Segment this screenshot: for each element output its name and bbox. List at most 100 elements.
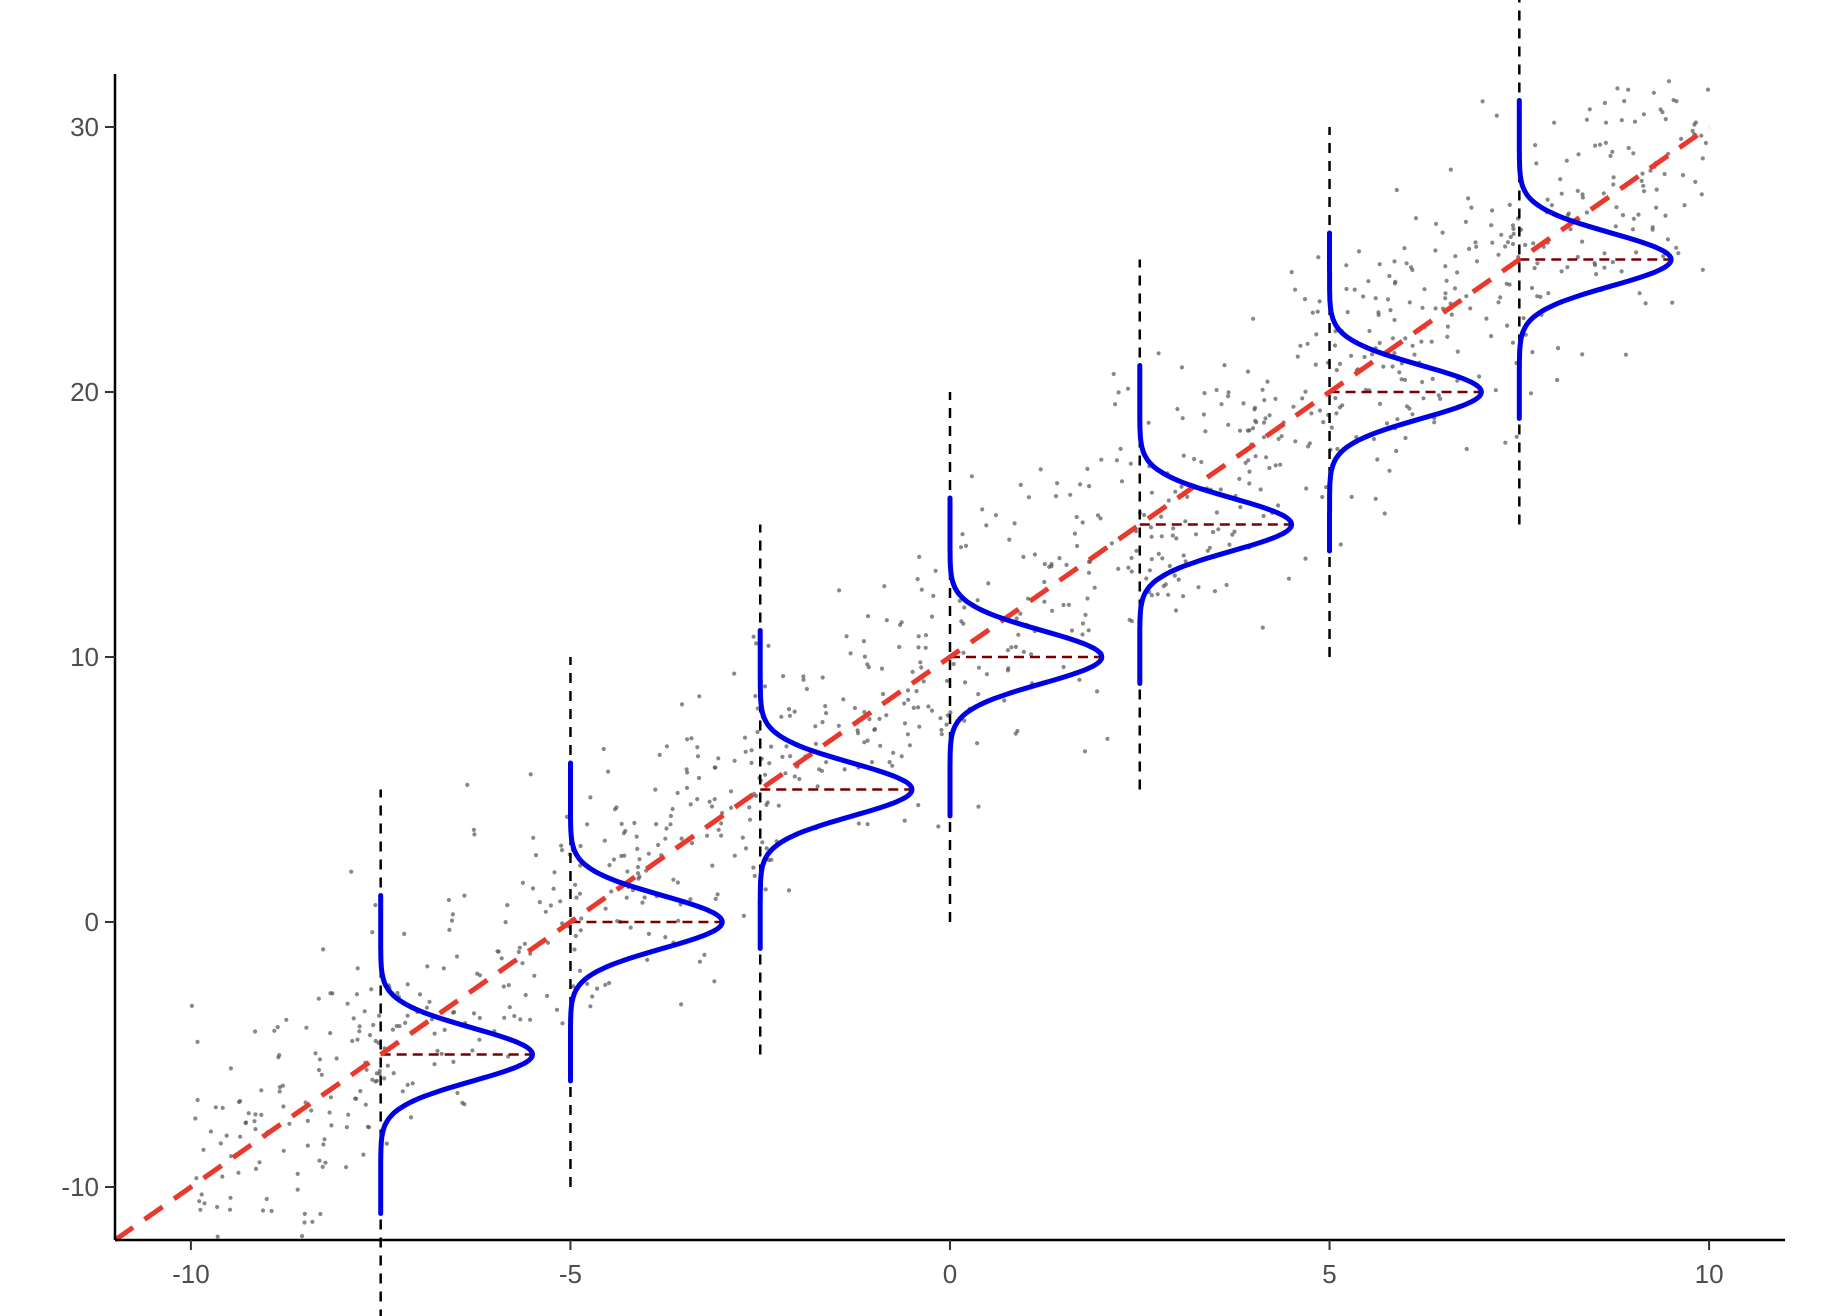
scatter-point [1095,513,1101,518]
scatter-point [779,714,784,719]
x-tick-label: -10 [172,1259,210,1289]
scatter-point [1316,255,1321,260]
scatter-point [369,987,374,992]
scatter-point [865,822,870,827]
scatter-point [1098,516,1103,521]
scatter-point [1377,262,1382,267]
scatter-point [607,863,612,868]
scatter-point [1083,612,1088,618]
scatter-point [1412,352,1417,357]
scatter-point [1321,420,1326,425]
scatter-point [313,1051,318,1056]
scatter-point [516,949,521,955]
x-ticks: -10 -5 0 5 10 [172,1240,1724,1289]
scatter-point [1237,476,1242,481]
scatter-point [202,1201,207,1206]
scatter-point [1484,316,1489,321]
scatter-point [1545,197,1550,202]
scatter-point [1179,365,1184,370]
scatter-point [1642,189,1647,194]
scatter-point [253,1127,258,1132]
scatter-point [1303,389,1308,394]
scatter-point [684,785,690,791]
scatter-point [1264,455,1269,460]
scatter-point [1111,371,1116,377]
scatter-point [574,895,579,900]
scatter-point [1381,364,1386,369]
scatter-point [675,790,680,796]
scatter-point [238,1134,243,1139]
scatter-point [939,732,944,737]
scatter-point [842,767,847,772]
scatter-point [688,897,693,902]
scatter-point [621,831,627,836]
scatter-point [435,1048,440,1053]
scatter-point [310,1219,315,1224]
scatter-point [1555,377,1560,383]
scatter-point [1261,420,1267,425]
scatter-point [713,896,718,902]
scatter-point [1006,666,1011,671]
scatter-point [1245,369,1251,374]
scatter-point [1293,439,1298,444]
scatter-point [929,708,935,713]
scatter-point [355,1037,360,1042]
scatter-point [1300,396,1305,401]
scatter-point [477,1015,482,1021]
scatter-point [764,846,769,851]
scatter-point [646,931,652,937]
scatter-point [410,1081,415,1086]
scatter-point [1535,294,1540,299]
scatter-point [753,693,758,699]
scatter-point [358,1089,363,1094]
scatter-point [1173,608,1179,613]
scatter-point [1329,425,1334,430]
scatter-point [1366,279,1371,284]
scatter-point [1377,340,1382,346]
density-curve [568,760,725,1084]
scatter-point [1118,446,1123,451]
scatter-point [1705,87,1711,92]
scatter-point [1587,107,1592,112]
scatter-point [984,523,989,528]
scatter-point [963,680,968,685]
scatter-point [707,799,712,804]
scatter-point [923,645,928,650]
scatter-point [253,1112,258,1117]
scatter-point [1651,90,1656,95]
scatter-point [1601,191,1606,196]
scatter-point [1397,370,1402,375]
scatter-point [764,802,769,808]
scatter-point [1144,576,1149,581]
scatter-point [1393,279,1398,284]
scatter-point [450,912,455,917]
scatter-point [1661,254,1666,259]
scatter-point [1258,487,1263,492]
scatter-point [1227,542,1232,547]
scatter-point [1387,273,1392,279]
scatter-point [578,928,583,933]
scatter-point [1160,556,1165,561]
scatter-point [1584,210,1589,215]
density-curve [1137,363,1295,686]
scatter-point [1530,350,1535,355]
scatter-point [1159,514,1164,519]
scatter-point [751,634,756,639]
scatter-point [1367,328,1372,334]
scatter-point [1095,689,1100,694]
scatter-point [1584,117,1589,122]
scatter-point [432,1031,437,1036]
scatter-point [749,748,754,753]
scatter-point [452,1010,457,1015]
scatter-point [1440,230,1445,235]
scatter-point [844,634,849,639]
scatter-point [1086,628,1091,633]
scatter-point [1640,171,1645,176]
scatter-point [958,545,964,550]
scatter-point [1216,527,1221,532]
scatter-point [1057,556,1062,561]
scatter-point [1183,519,1188,524]
scatter-point [220,1174,225,1179]
scatter-point [862,740,867,745]
y-tick-label: 30 [70,112,99,142]
